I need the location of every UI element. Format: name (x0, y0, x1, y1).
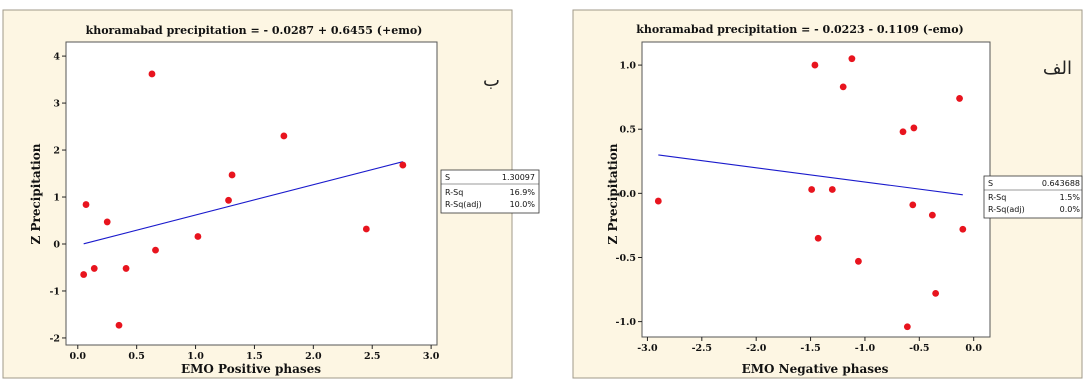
y-tick-label: -0.5 (616, 253, 636, 264)
data-point (122, 265, 130, 272)
y-tick-label: 0.0 (619, 189, 636, 200)
data-point (959, 225, 967, 233)
tick-group: -3.0 -2.5 -2.0 -1.5 -1.0 -0.5 0.0 -1.0 -0.5 0.0 0.… (616, 61, 983, 354)
data-point (225, 196, 232, 204)
stat-value-rsq-adj: 0.0% (1060, 205, 1081, 214)
x-tick-label: -1.0 (855, 343, 876, 354)
y-tick-label: 0 (53, 240, 60, 251)
stat-value-rsq: 1.5% (1060, 193, 1081, 202)
stat-value-rsq: 16.9% (510, 188, 536, 197)
data-point (103, 218, 111, 226)
stats-box-frame (440, 169, 540, 214)
stat-value-s: 1.30097 (502, 173, 535, 182)
point-group (80, 70, 407, 329)
data-point (399, 161, 407, 169)
y-axis-label: Z Precipitation (606, 143, 620, 244)
data-point (848, 55, 856, 63)
y-tick-label: 2 (53, 146, 60, 157)
y-tick-label: -1.0 (616, 317, 637, 328)
stats-box: S 0.643688 R-Sq 1.5% R-Sq(adj) 0.0% (983, 175, 1083, 219)
data-point (280, 132, 288, 140)
stat-label-s: S (445, 173, 450, 182)
y-tick-label: 0.5 (619, 125, 636, 136)
stat-label-rsq-adj: R-Sq(adj) (988, 205, 1025, 214)
data-point (82, 201, 90, 208)
data-point (194, 233, 202, 240)
data-point (80, 271, 88, 278)
plot-area (65, 41, 438, 346)
stats-box-frame (983, 175, 1083, 219)
y-tick-label: -1 (49, 286, 60, 297)
chart-title: khoramabad precipitation = - 0.0287 + 0.… (86, 24, 423, 37)
data-point (828, 186, 836, 193)
stat-label-rsq: R-Sq (988, 193, 1006, 202)
panel-label: الف (1043, 58, 1072, 79)
x-tick-label: 0.0 (70, 351, 87, 362)
x-tick-label: 2.5 (364, 351, 381, 362)
data-point (899, 128, 907, 136)
x-tick-label: 0.5 (128, 351, 145, 362)
x-tick-label: 0.0 (965, 343, 982, 354)
x-tick-label: 3.0 (423, 351, 440, 362)
y-tick-label: 3 (53, 99, 60, 110)
data-point (855, 257, 862, 265)
data-point (228, 171, 236, 179)
chart-title: khoramabad precipitation = - 0.0223 - 0.… (636, 23, 964, 36)
data-point (814, 234, 822, 242)
data-point (811, 61, 819, 69)
x-tick-label: -1.5 (800, 343, 820, 354)
point-group (654, 55, 967, 331)
stat-label-rsq: R-Sq (445, 188, 463, 197)
x-axis-label: EMO Negative phases (742, 362, 889, 376)
plot-area (641, 41, 991, 338)
data-point (928, 211, 936, 219)
x-tick-label: -2.5 (692, 343, 712, 354)
data-point (956, 95, 963, 102)
data-point (910, 124, 918, 132)
data-point (654, 197, 662, 205)
fit-line (658, 154, 963, 196)
y-axis-label: Z Precipitation (29, 143, 43, 244)
x-tick-label: -2.0 (746, 343, 767, 354)
stat-value-rsq-adj: 10.0% (510, 200, 536, 209)
x-tick-label: 2.0 (305, 351, 322, 362)
x-axis-label: EMO Positive phases (181, 362, 321, 376)
fit-group (83, 161, 403, 245)
y-tick-label: 1.0 (619, 61, 636, 72)
panel-positive: khoramabad precipitation = - 0.0287 + 0.… (2, 9, 540, 379)
data-point (115, 321, 123, 329)
y-tick-label: 1 (53, 193, 60, 204)
x-tick-label: 1.0 (187, 351, 204, 362)
y-tick-label: -2 (49, 333, 60, 344)
data-point (90, 265, 98, 272)
x-tick-label: -3.0 (637, 343, 658, 354)
stat-value-s: 0.643688 (1042, 179, 1080, 188)
x-tick-label: -0.5 (909, 343, 929, 354)
tick-group: 0.0 0.5 1.0 1.5 2.0 2.5 3.0 -2 -1 0 1 2 3 4 (49, 52, 439, 362)
panel-label: ب (483, 70, 500, 91)
stat-label-s: S (988, 179, 993, 188)
stats-box: S 1.30097 R-Sq 16.9% R-Sq(adj) 10.0% (440, 169, 540, 214)
data-point (148, 70, 156, 78)
fit-group (658, 154, 963, 196)
data-point (932, 289, 940, 297)
data-point (839, 83, 847, 91)
data-point (152, 246, 159, 254)
stat-label-rsq-adj: R-Sq(adj) (445, 200, 482, 209)
fit-line (83, 161, 403, 245)
data-point (808, 186, 816, 193)
y-tick-label: 4 (53, 52, 60, 63)
x-tick-label: 1.5 (246, 351, 263, 362)
data-point (903, 323, 911, 331)
data-point (909, 201, 917, 209)
data-point (362, 225, 370, 233)
panel-negative: khoramabad precipitation = - 0.0223 - 0.… (572, 9, 1083, 379)
